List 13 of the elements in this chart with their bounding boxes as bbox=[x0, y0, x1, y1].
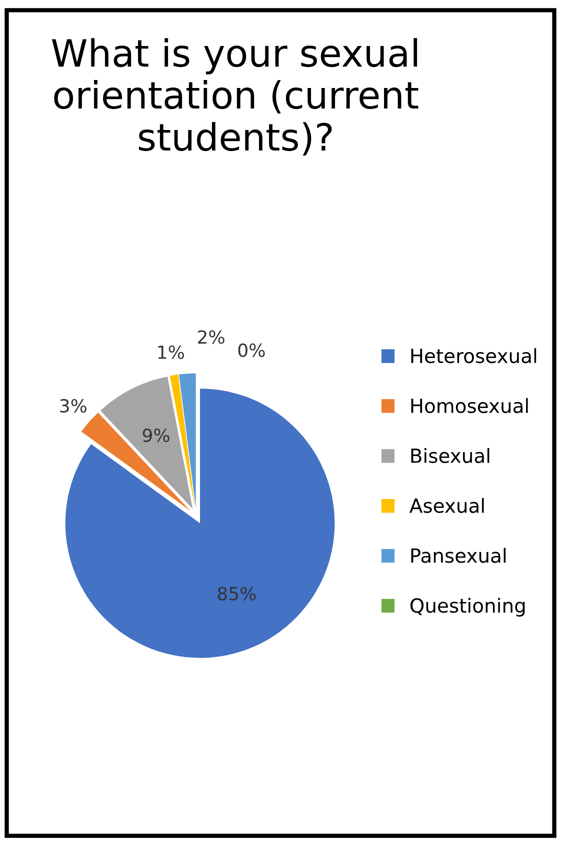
legend-label: Homosexual bbox=[411, 398, 528, 414]
chart-title: What is your sexual orientation (current students)? bbox=[52, 38, 418, 156]
data-label: 1% bbox=[158, 345, 184, 360]
data-label: 3% bbox=[60, 399, 86, 413]
data-label: 9% bbox=[142, 428, 170, 442]
legend-label: Bisexual bbox=[411, 448, 490, 464]
legend-label: Questioning bbox=[410, 598, 525, 617]
legend-label: Asexual bbox=[410, 498, 484, 514]
data-label: 2% bbox=[198, 330, 224, 344]
legend-label: Pansexual bbox=[411, 548, 506, 563]
text: 0% bbox=[238, 343, 265, 358]
legend-label: Heterosexual bbox=[411, 348, 536, 364]
data-label: 85% bbox=[218, 586, 256, 600]
